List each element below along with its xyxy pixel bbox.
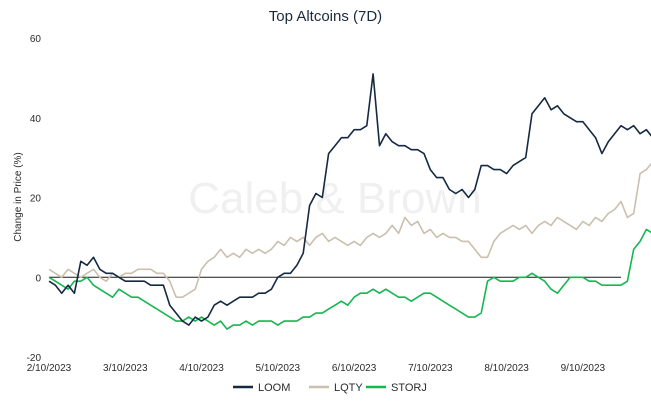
legend-label-storj: STORJ xyxy=(391,382,427,394)
x-tick-label: 9/10/2023 xyxy=(561,363,606,374)
legend-label-loom: LOOM xyxy=(258,382,290,394)
x-tick-label: 8/10/2023 xyxy=(484,363,529,374)
y-tick-label: 40 xyxy=(30,114,42,125)
legend: LOOM LQTY STORJ xyxy=(233,382,427,394)
series-line-lqty xyxy=(48,162,651,298)
x-tick-label: 2/10/2023 xyxy=(27,363,72,374)
x-tick-label: 4/10/2023 xyxy=(179,363,224,374)
x-tick-label: 5/10/2023 xyxy=(256,363,301,374)
chart-title: Top Altcoins (7D) xyxy=(268,8,383,25)
x-tick-label: 7/10/2023 xyxy=(408,363,453,374)
y-tick-label: -20 xyxy=(27,353,42,364)
legend-label-lqty: LQTY xyxy=(334,382,363,394)
y-axis-ticks: -20 0 20 40 60 xyxy=(27,34,42,364)
y-tick-label: 0 xyxy=(35,273,41,284)
y-axis-label: Change in Price (%) xyxy=(13,152,24,241)
x-tick-label: 3/10/2023 xyxy=(103,363,148,374)
y-tick-label: 60 xyxy=(30,34,42,45)
x-axis-ticks: 2/10/2023 3/10/2023 4/10/2023 5/10/2023 6/10… xyxy=(27,363,606,374)
series-lines xyxy=(48,73,651,330)
x-tick-label: 6/10/2023 xyxy=(332,363,377,374)
y-tick-label: 20 xyxy=(30,194,42,205)
watermark-text: Caleb & Brown xyxy=(188,174,481,223)
series-line-loom xyxy=(48,73,651,326)
series-line-storj xyxy=(48,228,651,330)
